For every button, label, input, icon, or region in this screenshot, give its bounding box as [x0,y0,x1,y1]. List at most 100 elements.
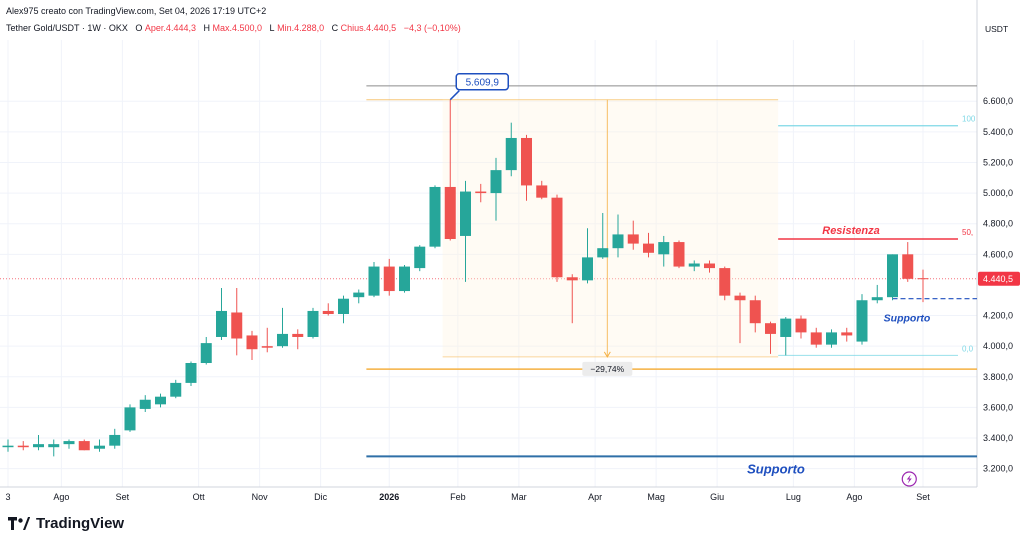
candle-body [490,170,502,194]
y-tick-label: 5.400,0 [983,127,1013,137]
y-axis-unit-label: USDT [985,24,1008,34]
measure-label-box [582,361,633,376]
x-tick-label: Giu [710,492,724,502]
y-tick-label: 3.400,0 [983,433,1013,443]
y-tick-label: 3.200,0 [983,464,1013,474]
candle-body [673,242,685,267]
x-tick-label: 3 [5,492,10,502]
y-tick-label: 3.600,0 [983,402,1013,412]
resistance-label: Resistenza [822,225,879,237]
peak-callout-pointer [449,90,460,101]
candle-body [292,333,304,337]
y-tick-label: 6.600,0 [983,96,1013,106]
x-tick-label: Mar [511,492,527,502]
candle-body [368,266,380,296]
author-text: Alex975 creato con TradingView.com, Set … [6,6,267,16]
candle-body [658,242,670,255]
change-value: −4,3 (−0,10%) [403,23,461,33]
author-line: Alex975 creato con TradingView.com, Set … [6,6,266,16]
tradingview-logo[interactable]: TradingView [8,515,124,532]
candle-body [353,292,365,298]
candle-body [643,243,654,253]
candle-body [124,407,136,431]
candle-body [475,191,487,194]
close-label: C [331,23,339,33]
candle-body [688,263,700,267]
y-tick-label: 4.800,0 [983,219,1013,229]
current-price-label: 4.440,5 [983,274,1013,284]
candle-body [307,310,319,337]
candle-body [170,382,182,397]
candle-body [63,441,75,445]
candle-body [704,263,715,269]
x-tick-label: Feb [450,492,466,502]
candle-body [841,332,853,336]
candle-body [17,445,29,448]
lightning-glyph [906,474,912,484]
candle-body [505,137,517,171]
open-label: O [135,23,143,33]
y-tick-label: 4.600,0 [983,249,1013,259]
symbol-title: Tether Gold/USDT · 1W · OKX [6,23,128,33]
candle-body [277,333,288,347]
candle-body [338,298,349,315]
candle-body [216,310,227,337]
high-label: H [203,23,210,33]
tradingview-logo-icon [8,517,30,530]
candle-body [139,399,151,409]
candle-body [536,185,548,198]
candle-body [856,300,868,342]
x-tick-label: Ago [846,492,862,502]
current-price-tag [978,271,1020,286]
x-tick-label: Apr [588,492,602,502]
candle-body [826,332,837,345]
peak-callout-box [455,72,509,91]
y-tick-label: 3.800,0 [983,372,1013,382]
candle-body [582,257,593,281]
fib-50-label: 50, [962,228,973,237]
peak-callout-label: 5.609,9 [466,78,500,89]
candle-body [399,266,410,292]
x-tick-label: Nov [252,492,269,502]
candle-body [765,323,776,334]
open-value: Aper.4.444,3 [144,23,196,33]
x-tick-label: Lug [786,492,801,502]
candle-body [460,191,471,236]
ohlc-legend: Tether Gold/USDT · 1W · OKX O Aper.4.444… [6,23,461,33]
x-tick-label: Set [116,492,130,502]
candle-body [444,186,456,240]
fib-0-label: 0,0 [962,344,974,353]
candle-body [261,346,273,348]
candle-body [749,300,761,324]
candle-body [231,312,243,339]
candle-body [566,277,578,281]
measure-zone [442,99,779,357]
x-tick-label: 2026 [379,492,399,502]
measure-label: −29,74% [590,364,624,374]
low-value: Min.4.288,0 [277,23,325,33]
candle-body [2,445,14,448]
high-value: Max.4.500,0 [212,23,263,33]
candle-body [521,137,532,186]
candle-body [246,335,258,350]
x-tick-label: Dic [314,492,327,502]
candle-body [795,318,807,333]
support-label: Supporto [884,313,931,325]
tradingview-logo-text: TradingView [36,515,125,532]
candle-body [612,234,624,249]
candle-body [200,343,212,364]
candle-body [414,246,426,269]
candle-body [185,363,197,383]
x-tick-label: Ago [53,492,69,502]
candle-body [155,396,166,405]
y-tick-label: 5.200,0 [983,157,1013,167]
candle-body [322,310,334,315]
close-value: Chius.4.440,5 [340,23,397,33]
x-tick-label: Mag [647,492,665,502]
low-label: L [269,23,275,33]
candle-body [551,197,563,278]
major-support-label: Supporto [747,461,805,476]
candle-body [429,186,441,247]
fib-100-label: 100 [962,115,976,124]
